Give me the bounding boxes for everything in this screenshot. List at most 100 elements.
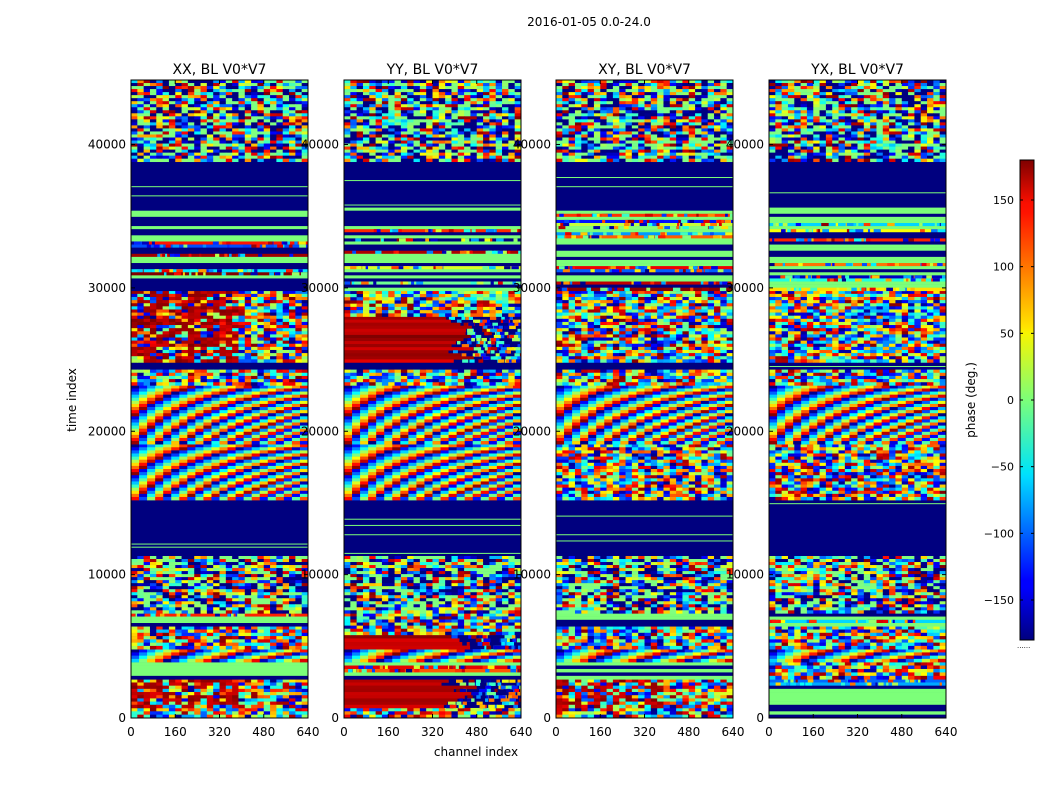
heatmap-band-noise <box>769 290 946 363</box>
colorbar-tick-label: 150 <box>993 194 1014 207</box>
heatmap-band-noise-red-left <box>131 290 308 363</box>
heatmap-band-flagged <box>344 518 521 554</box>
heatmap-band-mixed <box>131 80 308 163</box>
heatmap-image <box>769 80 946 718</box>
y-tick-label: 30000 <box>726 281 764 295</box>
x-tick-label: 160 <box>164 725 187 739</box>
heatmap-band-flagged <box>769 192 946 194</box>
heatmap-band-fringe <box>556 649 733 663</box>
heatmap-panels: XX, BL V0*V7 0 160 320 480 640 0 10000 20000 3000… <box>88 62 958 739</box>
panel-title: YX, BL V0*V7 <box>810 62 904 78</box>
heatmap-band-noise <box>769 369 946 386</box>
heatmap-band-noise <box>769 444 946 501</box>
heatmap-band-noise <box>769 626 946 650</box>
panel-title: XX, BL V0*V7 <box>173 62 267 78</box>
heatmap-band-fringe <box>556 385 733 445</box>
heatmap-band-stripe-green <box>769 679 946 709</box>
y-tick-label: 10000 <box>301 568 339 582</box>
heatmap-band-stripe-green <box>344 207 521 292</box>
heatmap-band-noise <box>556 290 733 363</box>
x-tick-label: 320 <box>633 725 656 739</box>
y-tick-label: 20000 <box>301 424 339 438</box>
y-tick-label: 40000 <box>513 138 551 152</box>
heatmap-band-flagged <box>344 180 521 206</box>
heatmap-band-stripe-green <box>769 207 946 292</box>
x-tick-label: 320 <box>208 725 231 739</box>
heatmap-band-fringe <box>131 444 308 501</box>
x-tick-label: 160 <box>377 725 400 739</box>
colorbar-tick-label: −50 <box>991 461 1014 474</box>
y-tick-label: 30000 <box>513 281 551 295</box>
colorbar-tick-label: 0 <box>1007 394 1014 407</box>
heatmap-band-mixed <box>556 80 733 163</box>
x-tick-label: 640 <box>722 725 745 739</box>
panel-title: YY, BL V0*V7 <box>386 62 479 78</box>
y-tick-label: 40000 <box>726 138 764 152</box>
heatmap-band-noise <box>131 369 308 386</box>
heatmap-band-flagged <box>769 366 946 368</box>
heatmap-band-fringe <box>344 649 521 663</box>
colorbar-tick-label: 100 <box>993 261 1014 274</box>
x-tick-label: 320 <box>846 725 869 739</box>
heatmap-band-stripe-green <box>131 207 308 292</box>
heatmap-band-stripe-green <box>556 613 733 627</box>
heatmap-image <box>131 80 308 718</box>
y-tick-label: 10000 <box>726 568 764 582</box>
x-tick-label: 480 <box>677 725 700 739</box>
colorbar-tick-label: −150 <box>984 594 1014 607</box>
x-tick-label: 0 <box>765 725 773 739</box>
heatmap-band-mixed <box>769 80 946 163</box>
colorbar-offset-text: ...... <box>1017 642 1030 650</box>
x-tick-label: 480 <box>890 725 913 739</box>
heatmap-band-noise <box>556 707 733 718</box>
heatmap-panel-2: YY, BL V0*V7 0 160 320 480 640 0 10000 20000 3000… <box>301 62 533 739</box>
heatmap-band-red-block <box>344 634 521 650</box>
y-tick-label: 30000 <box>88 281 126 295</box>
heatmap-band-noise <box>131 707 308 718</box>
heatmap-band-noise <box>769 662 946 680</box>
heatmap-band-noise-red-left <box>556 679 733 709</box>
colorbar-tick-label: 50 <box>1000 327 1014 340</box>
heatmap-band-stripe-green <box>344 662 521 680</box>
y-tick-label: 0 <box>756 711 764 725</box>
heatmap-band-red-block <box>344 316 521 363</box>
heatmap-band-stripe-green <box>556 207 733 292</box>
heatmap-band-stripe-green <box>556 662 733 680</box>
heatmap-band-mixed <box>344 555 521 614</box>
x-tick-label: 0 <box>552 725 560 739</box>
y-tick-label: 20000 <box>726 424 764 438</box>
x-tick-label: 320 <box>421 725 444 739</box>
heatmap-image <box>556 80 733 718</box>
heatmap-band-noise <box>344 369 521 386</box>
heatmap-band-mixed <box>344 80 521 163</box>
heatmap-band-flagged <box>131 186 308 197</box>
colorbar-label: phase (deg.) <box>964 362 978 438</box>
heatmap-band-noise <box>556 369 733 386</box>
y-tick-label: 40000 <box>88 138 126 152</box>
panel-title: XY, BL V0*V7 <box>598 62 691 78</box>
heatmap-band-fringe <box>344 444 521 501</box>
y-tick-label: 10000 <box>513 568 551 582</box>
heatmap-band-stripe-green <box>131 662 308 680</box>
heatmap-band-fringe <box>131 649 308 663</box>
colorbar-ticks: −150 −100 −50 0 50 100 150 <box>984 194 1034 607</box>
x-tick-label: 640 <box>935 725 958 739</box>
x-tick-label: 640 <box>510 725 533 739</box>
heatmap-band-fringe <box>769 385 946 445</box>
y-tick-label: 10000 <box>88 568 126 582</box>
x-tick-label: 160 <box>589 725 612 739</box>
heatmap-band-flagged <box>556 515 733 542</box>
heatmap-band-noise <box>131 626 308 650</box>
heatmap-band-mixed <box>769 555 946 614</box>
x-tick-label: 640 <box>297 725 320 739</box>
x-tick-label: 0 <box>340 725 348 739</box>
x-tick-label: 480 <box>252 725 275 739</box>
colorbar-tick-label: −100 <box>984 527 1014 540</box>
y-axis-label: time index <box>65 368 79 432</box>
y-tick-label: 0 <box>543 711 551 725</box>
heatmap-band-fringe <box>131 385 308 445</box>
x-tick-label: 160 <box>802 725 825 739</box>
heatmap-band-noise <box>344 613 521 636</box>
y-tick-label: 0 <box>331 711 339 725</box>
